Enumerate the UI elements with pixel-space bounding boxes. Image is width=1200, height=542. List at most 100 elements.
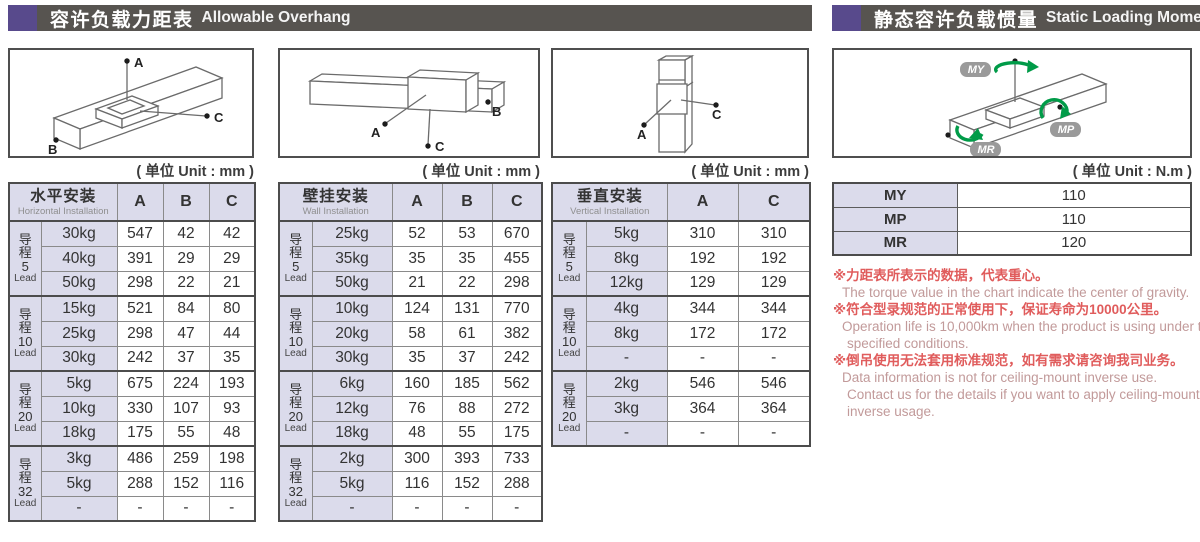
installation-type-zh: 水平安装 — [30, 187, 97, 205]
load-cell: 5kg — [311, 470, 393, 497]
overhang-table: 水平安装 Horizontal Installation A B C 导程 5 Lead 30k… — [8, 182, 256, 522]
rail-end-face — [491, 80, 505, 114]
value-cell: 61 — [441, 320, 493, 347]
value-cell: 330 — [116, 395, 164, 422]
value-cell: 88 — [441, 395, 493, 422]
value-cell: 21 — [208, 270, 256, 297]
moment-value-cell: 120 — [956, 230, 1192, 256]
wall-installation-diagram: A B C — [278, 48, 540, 158]
value-cell: 52 — [391, 220, 443, 247]
lead-line: Lead — [558, 423, 581, 435]
table-row: 3kg 364 364 — [552, 395, 811, 422]
diagram-label-b: B — [48, 142, 57, 156]
horizontal-rail-drawing: A B C — [48, 55, 224, 156]
load-cell: 6kg — [311, 370, 393, 397]
load-cell: 18kg — [311, 420, 393, 447]
note-line-en: Contact us for the details if you want t… — [847, 387, 1200, 402]
lead-line: 程 — [18, 395, 32, 411]
value-cell: 733 — [491, 445, 543, 472]
diagram-label-c: C — [214, 110, 224, 125]
lead-line: 10 — [288, 333, 303, 349]
load-cell: 18kg — [40, 420, 118, 447]
label-b-dot — [53, 137, 59, 143]
carriage-step-line — [106, 99, 146, 115]
value-cell: 55 — [162, 420, 210, 447]
value-cell: 300 — [391, 445, 443, 472]
diagram-label-c: C — [435, 139, 445, 154]
value-cell: - — [208, 495, 256, 522]
value-cell: 670 — [491, 220, 543, 247]
table-row: MR 120 — [832, 230, 1192, 256]
load-cell: 30kg — [40, 345, 118, 372]
value-cell: 298 — [116, 320, 164, 347]
load-cell: 5kg — [40, 470, 118, 497]
table-row: 导程 10 Lead 15kg 521 84 80 — [8, 295, 256, 372]
purple-accent-square — [832, 5, 861, 31]
table-row: 18kg 175 55 48 — [9, 420, 256, 447]
column-header-b: B — [162, 182, 210, 222]
value-cell: 35 — [391, 345, 443, 372]
value-cell: 486 — [116, 445, 164, 472]
note-line-en: The torque value in the chart indicate t… — [842, 285, 1190, 300]
value-cell: 391 — [116, 245, 164, 272]
load-cell: 25kg — [40, 320, 118, 347]
load-cell: 35kg — [311, 245, 393, 272]
diagram-label-a: A — [637, 127, 647, 142]
table-row: 导程 10 Lead 4kg 344 344 — [551, 295, 811, 372]
vertical-installation-table-mount: 垂直安装 Vertical Installation A C 导程 5 Lead 5kg 310… — [551, 182, 811, 447]
value-cell: 42 — [208, 220, 256, 247]
horizontal-installation-table-mount: 水平安装 Horizontal Installation A B C 导程 5 Lead 30k… — [8, 182, 256, 522]
value-cell: 129 — [666, 270, 739, 297]
value-cell: 288 — [116, 470, 164, 497]
value-cell: 175 — [491, 420, 543, 447]
value-cell: 29 — [162, 245, 210, 272]
table-row: 导程 20 Lead 5kg 675 224 193 — [8, 370, 256, 447]
table-row: 8kg 172 172 — [552, 320, 811, 347]
load-cell: 4kg — [585, 295, 668, 322]
label-a-dot — [124, 58, 130, 64]
table-row: MP 110 — [832, 206, 1192, 232]
label-c-dot — [425, 143, 431, 149]
lead-line: 程 — [18, 470, 32, 486]
table-row: --- — [552, 345, 811, 372]
value-cell: 344 — [737, 295, 811, 322]
value-cell: - — [391, 495, 443, 522]
lead-cell: 导程 5 Lead — [551, 220, 587, 297]
lead-line: 20 — [562, 408, 577, 424]
value-cell: 58 — [391, 320, 443, 347]
lead-line: 导 — [18, 381, 32, 397]
table-row: 12kg 129 129 — [552, 270, 811, 297]
lead-line: 32 — [18, 483, 33, 499]
wall-rail-drawing: A B C — [307, 69, 507, 154]
label-c-dot — [713, 102, 719, 108]
lead-line: 程 — [289, 245, 303, 261]
lead-line: 导 — [18, 456, 32, 472]
mr-arrowhead-icon — [969, 128, 983, 140]
value-cell: 84 — [162, 295, 210, 322]
lead-line: Lead — [14, 423, 37, 435]
lead-line: 程 — [289, 470, 303, 486]
column-header-a: A — [666, 182, 739, 222]
value-cell: - — [666, 345, 739, 372]
mp-rotation-arrow-icon — [1039, 98, 1069, 119]
table-row: ---- — [279, 495, 543, 522]
value-cell: 288 — [491, 470, 543, 497]
installation-type-en: Horizontal Installation — [17, 205, 109, 217]
table-row: 25kg 298 47 44 — [9, 320, 256, 347]
value-cell: 116 — [208, 470, 256, 497]
value-cell: 116 — [391, 470, 443, 497]
load-cell: 25kg — [311, 220, 393, 247]
installation-type-header: 水平安装 Horizontal Installation — [8, 182, 118, 222]
installation-type-zh: 垂直安装 — [576, 187, 643, 205]
table-row: 10kg 330 107 93 — [9, 395, 256, 422]
moment-rail-drawing: MY MP MR — [945, 58, 1108, 156]
label-a-dot — [382, 121, 388, 127]
value-cell: 382 — [491, 320, 543, 347]
table-row: 导程 32 Lead 3kg 486 259 198 — [8, 445, 256, 522]
column-header-c: C — [208, 182, 256, 222]
load-cell: 50kg — [311, 270, 393, 297]
value-cell: 272 — [491, 395, 543, 422]
table-row: 导程 5 Lead 30kg 547 42 42 — [8, 220, 256, 297]
lead-line: 5 — [292, 258, 300, 274]
